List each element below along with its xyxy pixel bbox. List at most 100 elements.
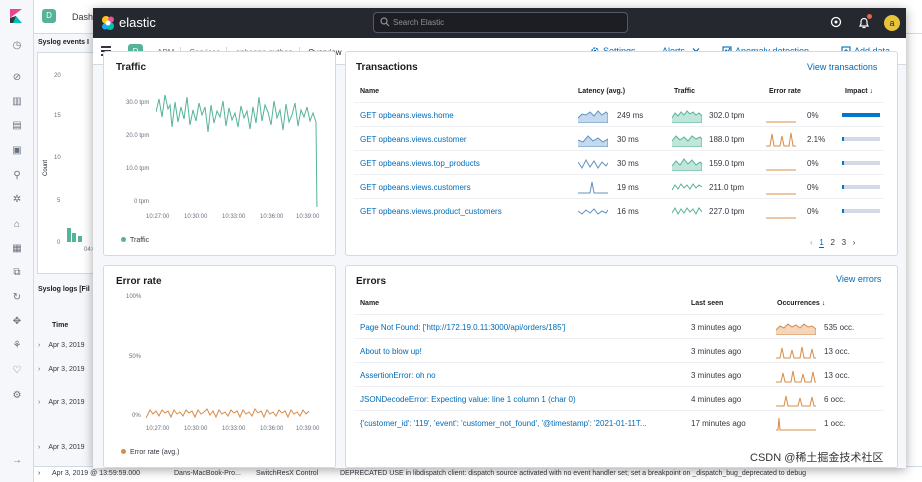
error-rate-value: 0% bbox=[807, 183, 819, 192]
management-icon[interactable]: ⚙ bbox=[12, 390, 22, 401]
error-name-link[interactable]: JSONDecodeError: Expecting value: line 1… bbox=[360, 395, 576, 404]
background-log-row[interactable]: › Apr 3, 2019 bbox=[38, 444, 85, 451]
dev-tools-icon[interactable]: ⚘ bbox=[12, 340, 22, 351]
bg-bar bbox=[67, 228, 71, 242]
transaction-name-link[interactable]: GET opbeans.views.home bbox=[360, 111, 454, 120]
search-placeholder: Search Elastic bbox=[393, 18, 445, 27]
error-occurrences: 535 occ. bbox=[824, 323, 855, 332]
traffic-value: 302.0 tpm bbox=[709, 111, 745, 120]
page-1[interactable]: 1 bbox=[819, 238, 824, 248]
canvas-icon[interactable]: ▣ bbox=[12, 145, 22, 156]
next-page-icon[interactable]: › bbox=[852, 238, 856, 247]
siem-icon[interactable]: ✥ bbox=[12, 316, 22, 327]
compass-icon[interactable]: ⊘ bbox=[12, 72, 22, 83]
error-name-link[interactable]: {'customer_id': '119', 'event': 'custome… bbox=[360, 419, 647, 428]
help-icon[interactable] bbox=[830, 16, 842, 28]
chevron-right-icon[interactable]: › bbox=[38, 342, 41, 349]
col-name[interactable]: Name bbox=[360, 88, 380, 95]
bg-x-tick: 04:0 bbox=[84, 247, 96, 253]
elastic-logo-icon[interactable] bbox=[100, 15, 116, 31]
monitoring-icon[interactable]: ♡ bbox=[12, 365, 22, 376]
background-log-row[interactable]: › Apr 3, 2019 bbox=[38, 399, 85, 406]
error-rate-x-tick: 10:33:00 bbox=[222, 426, 246, 432]
page-3[interactable]: 3 bbox=[841, 238, 847, 247]
col-error-name[interactable]: Name bbox=[360, 300, 380, 307]
col-traffic[interactable]: Traffic bbox=[674, 88, 696, 95]
chevron-right-icon[interactable]: › bbox=[38, 444, 41, 451]
logs-icon[interactable]: ▦ bbox=[12, 243, 22, 254]
col-occurrences-label: Occurrences bbox=[777, 300, 820, 307]
prev-page-icon[interactable]: ‹ bbox=[810, 238, 813, 247]
latency-value: 30 ms bbox=[617, 159, 639, 168]
error-row: JSONDecodeError: Expecting value: line 1… bbox=[354, 386, 884, 410]
traffic-y-tick: 10.0 tpm bbox=[126, 166, 150, 172]
brand-name[interactable]: elastic bbox=[119, 15, 156, 30]
time-column-header[interactable]: Time bbox=[52, 322, 69, 329]
visualize-icon[interactable]: ▥ bbox=[12, 96, 22, 107]
impact-fill bbox=[842, 137, 845, 141]
error-row: AssertionError: oh no 3 minutes ago 13 o… bbox=[354, 362, 884, 386]
bg-y-tick: 5 bbox=[57, 198, 61, 204]
transaction-name-link[interactable]: GET opbeans.views.top_products bbox=[360, 159, 480, 168]
error-name-link[interactable]: AssertionError: oh no bbox=[360, 371, 436, 380]
col-last-seen[interactable]: Last seen bbox=[691, 300, 724, 307]
legend-dot-icon bbox=[121, 237, 126, 242]
infra-icon[interactable]: ⌂ bbox=[13, 219, 21, 230]
transaction-name-link[interactable]: GET opbeans.views.customers bbox=[360, 183, 471, 192]
error-occurrences: 13 occ. bbox=[824, 371, 850, 380]
chevron-right-icon[interactable]: › bbox=[38, 470, 41, 477]
background-space-badge[interactable]: D bbox=[42, 9, 56, 23]
expand-nav-icon[interactable]: → bbox=[12, 455, 22, 466]
error-name-link[interactable]: Page Not Found: ['http://172.19.0.11:300… bbox=[360, 323, 566, 332]
transaction-name-link[interactable]: GET opbeans.views.customer bbox=[360, 135, 467, 144]
occurrences-sparkline bbox=[776, 395, 816, 407]
background-log-row[interactable]: › Apr 3, 2019 bbox=[38, 342, 85, 349]
error-row: {'customer_id': '119', 'event': 'custome… bbox=[354, 410, 884, 434]
transaction-name-link[interactable]: GET opbeans.views.product_customers bbox=[360, 207, 502, 216]
dashboard-icon[interactable]: ▤ bbox=[12, 120, 22, 131]
global-search-input[interactable]: Search Elastic bbox=[373, 12, 628, 33]
impact-fill bbox=[842, 209, 844, 213]
col-occurrences[interactable]: Occurrences ↓ bbox=[777, 300, 825, 307]
chevron-right-icon[interactable]: › bbox=[38, 366, 41, 373]
chevron-right-icon[interactable]: › bbox=[38, 399, 41, 406]
error-rate-legend[interactable]: Error rate (avg.) bbox=[121, 449, 179, 456]
error-row: Page Not Found: ['http://172.19.0.11:300… bbox=[354, 314, 884, 338]
view-errors-link[interactable]: View errors bbox=[836, 274, 882, 284]
uptime-icon[interactable]: ↻ bbox=[12, 292, 22, 303]
occurrences-sparkline bbox=[776, 323, 816, 335]
col-error-rate[interactable]: Error rate bbox=[769, 88, 801, 95]
error-rate-x-tick: 10:39:00 bbox=[296, 426, 320, 432]
maps-icon[interactable]: ⚲ bbox=[13, 170, 21, 181]
col-impact[interactable]: Impact ↓ bbox=[845, 88, 873, 95]
background-left-nav: ◷ ⊘ ▥ ▤ ▣ ⚲ ✲ ⌂ ▦ ⧉ ↻ ✥ ⚘ ♡ ⚙ → bbox=[0, 0, 34, 482]
traffic-value: 227.0 tpm bbox=[709, 207, 745, 216]
latency-sparkline bbox=[578, 208, 608, 215]
view-transactions-link[interactable]: View transactions bbox=[807, 62, 878, 72]
traffic-y-tick: 0 tpm bbox=[134, 199, 150, 205]
traffic-legend[interactable]: Traffic bbox=[121, 237, 149, 244]
background-bottom-log-row[interactable]: › Apr 3, 2019 @ 13:59:59.000 Dans-MacBoo… bbox=[34, 466, 922, 482]
traffic-title: Traffic bbox=[116, 62, 147, 73]
occurrences-sparkline bbox=[776, 346, 816, 359]
background-log-row[interactable]: › Apr 3, 2019 bbox=[38, 366, 85, 373]
error-rate-title: Error rate bbox=[116, 276, 162, 287]
latency-value: 16 ms bbox=[617, 207, 639, 216]
error-rate-sparkline bbox=[766, 193, 796, 195]
traffic-sparkline bbox=[672, 158, 702, 171]
global-header: elastic Search Elastic a bbox=[93, 8, 906, 38]
error-name-link[interactable]: About to blow up! bbox=[360, 347, 422, 356]
error-occurrences: 1 occ. bbox=[824, 419, 846, 428]
traffic-x-tick: 10:33:00 bbox=[222, 214, 246, 220]
col-latency[interactable]: Latency (avg.) bbox=[578, 88, 626, 95]
log-program: SwitchResX Control bbox=[256, 470, 319, 477]
page-2[interactable]: 2 bbox=[830, 238, 835, 247]
background-tab-label[interactable]: Dash bbox=[72, 12, 94, 22]
clock-icon[interactable]: ◷ bbox=[12, 40, 22, 51]
impact-fill bbox=[842, 113, 880, 117]
apm-icon[interactable]: ⧉ bbox=[13, 267, 21, 278]
user-avatar[interactable]: a bbox=[884, 15, 900, 31]
ml-icon[interactable]: ✲ bbox=[12, 194, 22, 205]
notifications-bell-icon[interactable] bbox=[858, 16, 870, 29]
error-rate-value: 0% bbox=[807, 111, 819, 120]
